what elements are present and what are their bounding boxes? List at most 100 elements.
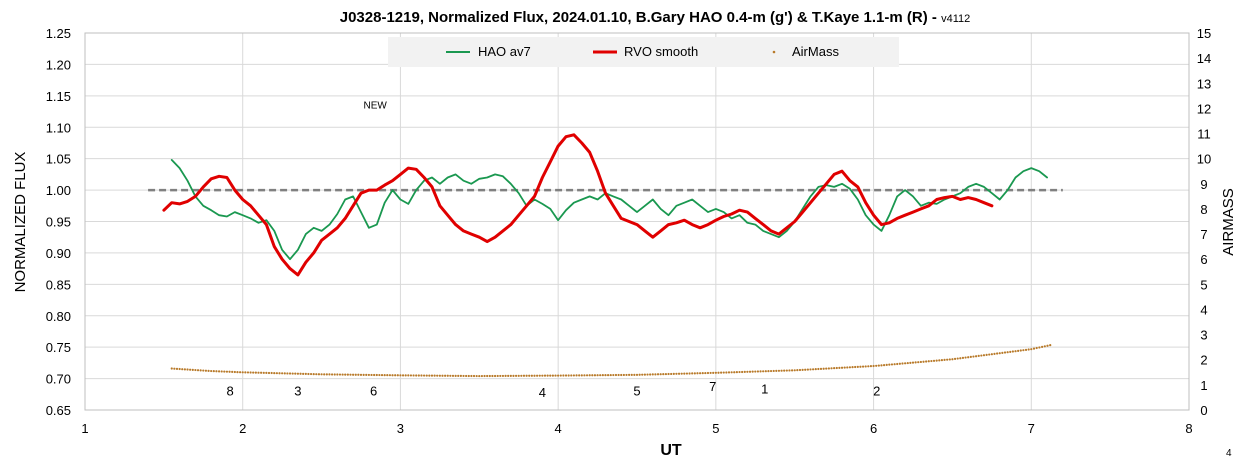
airmass-point xyxy=(830,367,833,370)
airmass-point xyxy=(662,373,665,376)
airmass-point xyxy=(1032,347,1036,350)
airmass-point xyxy=(977,354,980,357)
airmass-point xyxy=(283,372,286,375)
airmass-point xyxy=(312,373,315,376)
airmass-point xyxy=(1019,349,1022,352)
airmass-point xyxy=(399,374,402,377)
airmass-point xyxy=(246,371,250,374)
airmass-point xyxy=(575,374,578,377)
airmass-point xyxy=(228,370,231,373)
airmass-point xyxy=(315,373,318,376)
airmass-point xyxy=(454,374,457,377)
airmass-point xyxy=(675,372,678,375)
airmass-point xyxy=(967,356,970,359)
airmass-point xyxy=(170,367,173,370)
airmass-point xyxy=(425,374,428,377)
airmass-point xyxy=(580,374,583,377)
airmass-point xyxy=(604,374,607,377)
legend-swatch-airmass xyxy=(772,50,776,54)
airmass-point xyxy=(486,374,489,378)
airmass-point xyxy=(1009,350,1012,353)
airmass-point xyxy=(904,362,907,365)
airmass-point xyxy=(570,374,573,377)
airmass-point xyxy=(522,374,526,377)
airmass-point xyxy=(317,373,321,376)
airmass-point xyxy=(790,369,794,372)
airmass-point xyxy=(909,361,912,364)
airmass-point xyxy=(1003,351,1007,354)
airmass-point xyxy=(840,366,844,369)
airmass-point xyxy=(599,374,602,377)
airmass-point xyxy=(932,359,936,362)
airmass-point xyxy=(649,373,652,376)
airmass-point xyxy=(249,371,252,374)
airmass-point xyxy=(922,360,925,363)
airmass-point xyxy=(238,371,242,374)
airmass-point xyxy=(446,374,449,377)
airmass-point xyxy=(370,373,373,377)
airmass-point xyxy=(578,374,581,377)
airmass-point xyxy=(861,365,865,368)
airmass-point xyxy=(896,362,899,366)
airmass-point xyxy=(809,368,812,371)
airmass-point xyxy=(530,374,533,377)
airmass-point xyxy=(262,371,265,374)
airmass-point xyxy=(838,366,841,369)
y-tick-label: 0.80 xyxy=(46,309,71,324)
airmass-point xyxy=(704,371,707,375)
chart-title: J0328-1219, Normalized Flux, 2024.01.10,… xyxy=(340,9,970,26)
airmass-point xyxy=(189,368,192,371)
airmass-point xyxy=(743,370,746,373)
y2-tick-label: 13 xyxy=(1197,76,1211,91)
airmass-point xyxy=(462,374,465,378)
airmass-point xyxy=(294,372,297,375)
airmass-point xyxy=(856,365,859,368)
airmass-point xyxy=(491,374,494,378)
airmass-point xyxy=(357,373,360,376)
airmass-point xyxy=(1022,349,1025,352)
y2-tick-label: 12 xyxy=(1197,101,1211,116)
airmass-point xyxy=(299,372,302,375)
series-line-hao xyxy=(170,158,1048,261)
airmass-point xyxy=(846,366,849,369)
airmass-point xyxy=(667,372,670,376)
airmass-point xyxy=(507,374,510,377)
airmass-point xyxy=(499,374,502,378)
airmass-point xyxy=(880,364,883,367)
airmass-point xyxy=(609,373,612,377)
airmass-point xyxy=(654,373,657,376)
x-tick-label: 7 xyxy=(1028,421,1035,436)
airmass-point xyxy=(422,374,426,377)
airmass-point xyxy=(207,369,210,372)
airmass-point xyxy=(625,373,628,377)
airmass-point xyxy=(822,367,825,370)
airmass-point xyxy=(451,374,455,377)
y-axis-label: NORMALIZED FLUX xyxy=(12,152,29,293)
airmass-point xyxy=(990,353,993,356)
x-tick-label: 4 xyxy=(555,421,562,436)
airmass-point xyxy=(985,353,988,356)
airmass-point xyxy=(478,374,481,378)
y2-tick-label: 9 xyxy=(1200,177,1207,192)
airmass-point xyxy=(709,371,712,375)
airmass-point xyxy=(1038,346,1041,349)
annotation-label: 2 xyxy=(873,384,880,399)
airmass-point xyxy=(691,372,694,375)
airmass-point xyxy=(1030,348,1033,351)
airmass-point xyxy=(483,374,486,378)
airmass-point xyxy=(756,370,760,373)
tick-labels: 0.65 0.70 0.75 0.80 0.85 0.90 0.95 1.00 1.05 1.10… xyxy=(46,26,1212,436)
airmass-point xyxy=(557,374,560,377)
airmass-point xyxy=(959,357,962,360)
plot-area-border xyxy=(84,32,1190,411)
airmass-point xyxy=(833,367,836,370)
airmass-point xyxy=(417,374,420,377)
airmass-point xyxy=(480,374,484,378)
airmass-point xyxy=(496,374,499,378)
airmass-point xyxy=(969,355,972,358)
y2-tick-label: 4 xyxy=(1200,302,1207,317)
airmass-point xyxy=(1035,346,1038,350)
airmass-point xyxy=(512,374,515,377)
airmass-point xyxy=(514,374,518,377)
series-airmass xyxy=(170,344,1052,378)
